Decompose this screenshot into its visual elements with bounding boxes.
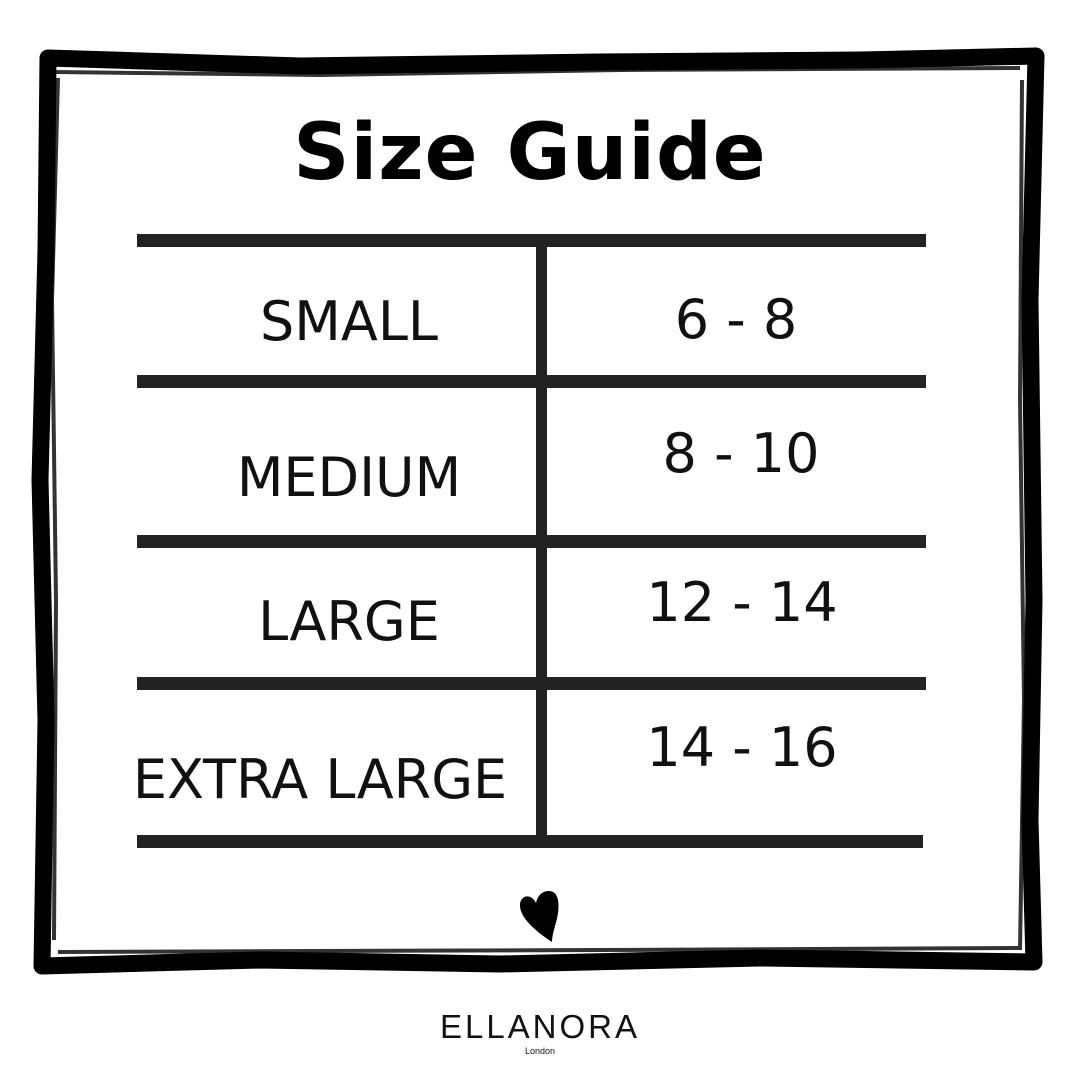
size-range: 14 - 16 [646, 716, 838, 779]
size-range: 12 - 14 [646, 571, 838, 634]
size-label: SMALL [260, 290, 438, 353]
size-label: LARGE [258, 590, 440, 653]
page-title: Size Guide [293, 108, 767, 198]
table-rule [137, 835, 923, 848]
brand-location: London [524, 1046, 556, 1056]
table-divider [536, 247, 547, 835]
table-rule [137, 234, 926, 247]
size-label: MEDIUM [236, 446, 462, 509]
heart-icon [519, 891, 559, 942]
brand-logo: ELLANORA [439, 1008, 641, 1045]
size-label: EXTRA LARGE [132, 748, 508, 811]
size-range: 8 - 10 [662, 422, 820, 485]
table-rule [137, 375, 926, 388]
table-rule [137, 535, 926, 548]
size-range: 6 - 8 [674, 288, 798, 351]
table-rule [137, 677, 926, 690]
